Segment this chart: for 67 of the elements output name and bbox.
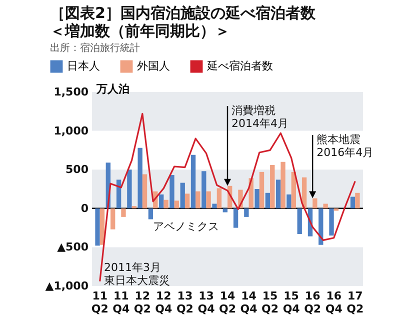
bar xyxy=(297,208,302,234)
text: 出所：宿泊旅行統計 xyxy=(50,42,141,55)
legend-label: 日本人 xyxy=(67,60,100,73)
bar xyxy=(190,154,196,208)
bar xyxy=(291,172,296,208)
x-tick-label: 14 Q4 xyxy=(240,290,258,316)
bar xyxy=(244,208,249,217)
bar xyxy=(276,180,281,208)
bar xyxy=(286,194,292,208)
bar xyxy=(280,162,286,208)
x-tick-label: 13 Q4 xyxy=(198,290,216,316)
annotation: 2011年3月東日本大震災 xyxy=(104,261,170,287)
bar xyxy=(148,208,154,220)
annotation: 熊本地震2016年4月 xyxy=(316,133,374,159)
bar xyxy=(180,182,185,208)
y-tick-label: ▲500 xyxy=(57,240,89,254)
chart-subtitle: ＜増加数（前年同期比）＞ xyxy=(50,22,231,40)
bar xyxy=(159,194,164,208)
x-tick-label: 12 Q4 xyxy=(155,290,173,316)
bar xyxy=(116,180,122,208)
bar xyxy=(196,191,200,208)
x-tick-label: 11 Q4 xyxy=(112,290,130,316)
x-tick-label: 16 Q4 xyxy=(325,290,343,316)
bar xyxy=(329,208,334,236)
bar xyxy=(206,191,211,208)
x-tick-label: 14 Q2 xyxy=(218,290,236,316)
bar xyxy=(184,194,190,208)
y-tick-label: ▲1,000 xyxy=(45,280,89,292)
y-axis-title: 万人泊 xyxy=(96,82,130,96)
bar xyxy=(270,164,275,208)
x-tick-label: 17 Q2 xyxy=(346,290,364,316)
bar xyxy=(212,204,217,208)
bar xyxy=(100,208,105,245)
bar xyxy=(254,189,260,208)
bar xyxy=(121,208,126,217)
bar xyxy=(216,188,222,208)
legend-label: 外国人 xyxy=(137,60,170,73)
annotation: アベノミクス xyxy=(153,220,219,233)
annotation: 消費増税2014年4月 xyxy=(232,104,288,130)
bar xyxy=(174,200,179,208)
y-tick-label: 1,000 xyxy=(54,124,89,138)
x-tick-label: 13 Q2 xyxy=(176,290,194,316)
bar xyxy=(259,172,264,208)
bar xyxy=(265,192,270,208)
bar xyxy=(355,192,360,208)
x-tick-label: 11 Q2 xyxy=(91,290,108,316)
bar xyxy=(222,208,228,212)
bar xyxy=(323,204,328,208)
chart-title: ［図表2］国内宿泊施設の延べ宿泊者数 xyxy=(50,4,316,22)
bar xyxy=(138,148,142,208)
y-tick-label: 0 xyxy=(80,202,89,215)
x-tick-label: 15 Q4 xyxy=(282,290,300,316)
bar xyxy=(164,200,168,208)
bar xyxy=(350,196,356,208)
x-tick-label: 15 Q2 xyxy=(262,290,279,316)
y-tick-label: 1,500 xyxy=(54,86,89,98)
x-tick-label: 12 Q2 xyxy=(134,290,151,316)
bar xyxy=(142,174,148,208)
bar xyxy=(110,208,116,230)
bar xyxy=(233,208,238,228)
bar xyxy=(202,171,206,208)
legend-label: 延べ宿泊者数 xyxy=(206,60,273,73)
bar xyxy=(95,208,100,246)
bar xyxy=(127,170,132,208)
x-tick-label: 16 Q2 xyxy=(304,290,322,316)
bar xyxy=(170,175,174,208)
y-tick-label: 500 xyxy=(66,163,89,176)
